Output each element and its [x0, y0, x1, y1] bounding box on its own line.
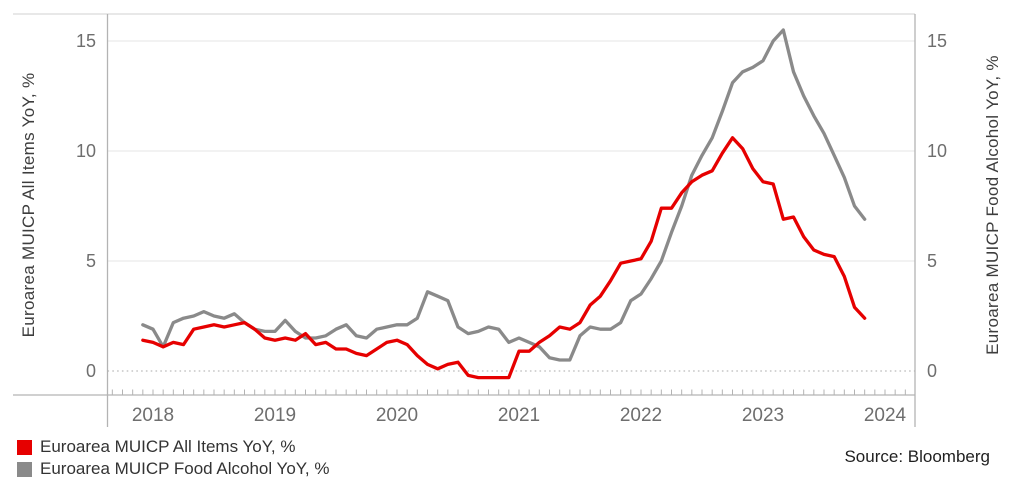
legend-item-food-alcohol: Euroarea MUICP Food Alcohol YoY, % — [17, 458, 330, 480]
svg-text:15: 15 — [76, 31, 96, 51]
legend-label-all-items: Euroarea MUICP All Items YoY, % — [40, 437, 296, 456]
legend-swatch-all-items — [17, 439, 32, 455]
gridlines — [107, 40, 915, 372]
svg-text:5: 5 — [927, 251, 937, 271]
legend-swatch-food-alcohol — [17, 461, 32, 477]
source-text: Source: Bloomberg — [844, 447, 990, 466]
x-axis — [13, 389, 915, 396]
left-axis-title: Euroarea MUICP All Items YoY, % — [19, 72, 38, 338]
svg-text:15: 15 — [927, 31, 947, 51]
svg-text:0: 0 — [86, 361, 96, 381]
svg-text:2024: 2024 — [864, 405, 907, 426]
svg-text:2018: 2018 — [132, 405, 174, 426]
svg-text:0: 0 — [927, 361, 937, 381]
svg-text:2022: 2022 — [620, 405, 662, 426]
svg-text:2023: 2023 — [742, 405, 784, 426]
legend: Euroarea MUICP All Items YoY, % Euroarea… — [17, 436, 330, 480]
all-items-line — [141, 136, 867, 380]
legend-item-all-items: Euroarea MUICP All Items YoY, % — [17, 436, 330, 458]
right-axis-title: Euroarea MUICP Food Alcohol YoY, % — [983, 55, 1002, 355]
y-tick-labels-right: 0 5 10 15 — [927, 31, 947, 381]
svg-text:2019: 2019 — [254, 405, 296, 426]
line-chart-plot: 0 5 10 15 0 5 10 15 2018 2019 2020 2021 2022 2023 2024 — [13, 13, 947, 427]
svg-text:2020: 2020 — [376, 405, 418, 426]
y-tick-labels-left: 0 5 10 15 — [76, 31, 96, 381]
x-tick-labels: 2018 2019 2020 2021 2022 2023 2024 — [132, 405, 907, 426]
svg-text:5: 5 — [86, 251, 96, 271]
svg-text:10: 10 — [76, 141, 96, 161]
svg-text:2021: 2021 — [498, 405, 540, 426]
food-alcohol-line — [141, 28, 867, 362]
svg-text:10: 10 — [927, 141, 947, 161]
legend-label-food-alcohol: Euroarea MUICP Food Alcohol YoY, % — [40, 459, 330, 478]
